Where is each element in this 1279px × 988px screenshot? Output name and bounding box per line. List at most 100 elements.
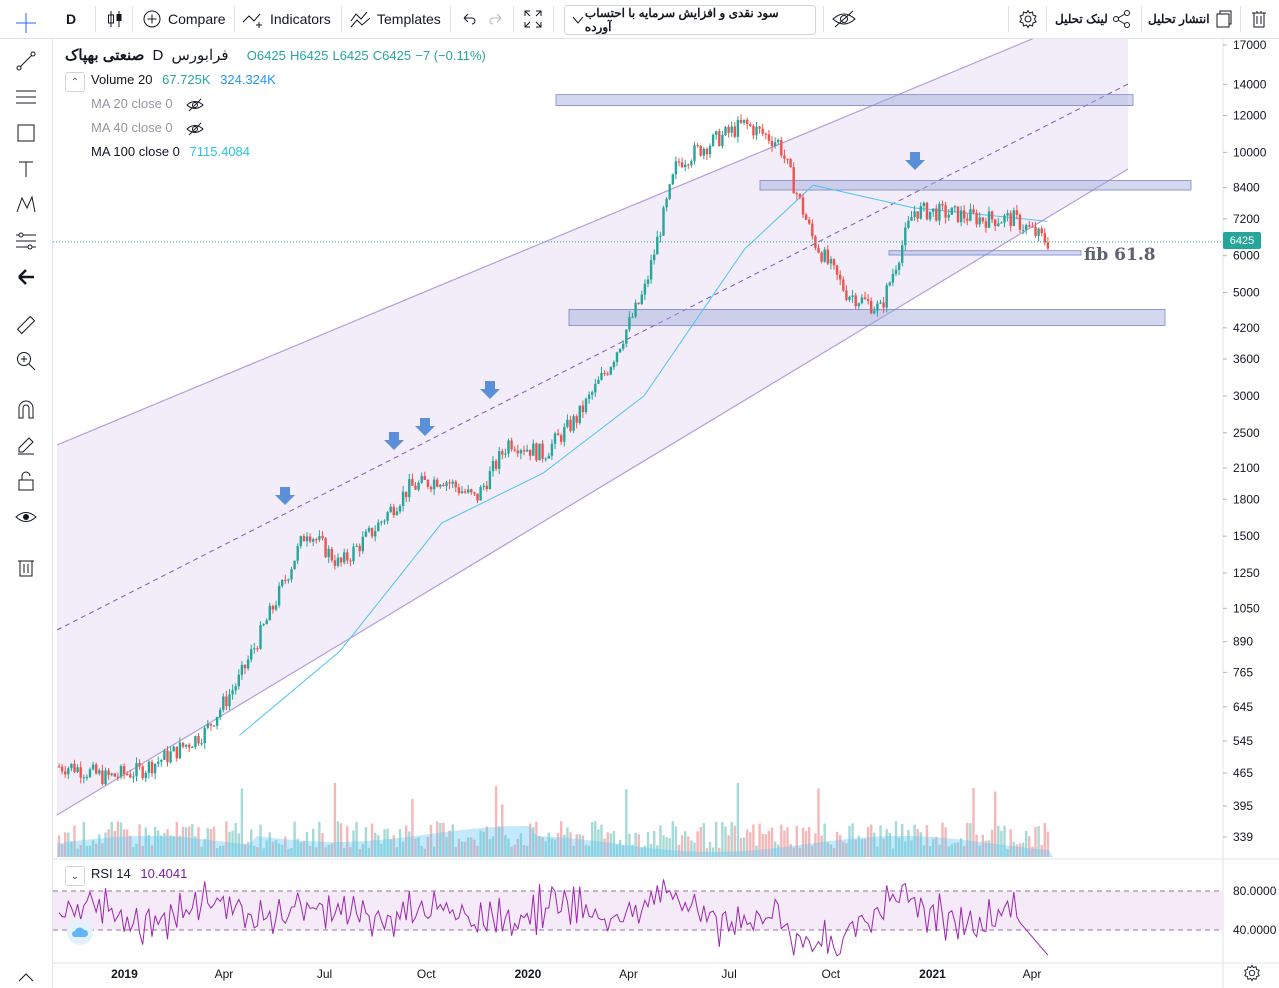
candle-body	[318, 535, 321, 540]
volume-bar	[330, 843, 333, 857]
volume-bar	[234, 823, 237, 857]
axis-settings-gear-icon[interactable]	[1243, 964, 1263, 984]
crosshair-icon[interactable]	[12, 9, 40, 37]
candle-body	[383, 520, 386, 522]
candle-body	[358, 545, 361, 552]
regression-channel[interactable]	[56, 39, 1129, 816]
support-resistance-zones[interactable]	[555, 94, 1192, 326]
candle-body	[308, 536, 312, 542]
volume-bar	[445, 837, 448, 857]
candle-body	[281, 580, 284, 586]
text-icon[interactable]	[12, 155, 40, 183]
trash-icon[interactable]	[12, 553, 40, 581]
eye-off-icon[interactable]	[831, 0, 857, 38]
collapse-rsi-button[interactable]: ⌄	[65, 866, 85, 886]
templates-button[interactable]: Templates	[350, 0, 441, 38]
candle-body	[98, 770, 101, 774]
candle-body	[798, 193, 802, 198]
unlock-icon[interactable]	[12, 467, 40, 495]
eye-off-icon[interactable]	[186, 98, 205, 112]
fullscreen-icon[interactable]	[523, 0, 543, 38]
volume-bar	[659, 825, 662, 857]
volume-bar	[541, 837, 544, 857]
settings-gear-icon[interactable]	[1018, 0, 1038, 38]
ma20-legend[interactable]: MA 20 close 0	[91, 96, 205, 112]
candle-body	[928, 211, 932, 220]
volume-bar	[739, 837, 743, 857]
undo-icon[interactable]	[460, 0, 478, 38]
eye-off-icon[interactable]	[186, 122, 205, 136]
candle-body	[845, 290, 848, 300]
volume-bar	[736, 782, 740, 857]
price-axis[interactable]: 17000 14000 12000 10000 8400 7200 6000 5000 4200…	[1223, 39, 1267, 844]
volume-bar	[950, 844, 953, 857]
candle-body	[786, 158, 789, 160]
ruler-icon[interactable]	[12, 311, 40, 339]
candle-body	[175, 746, 178, 759]
volume-bar	[110, 821, 113, 857]
divider	[1141, 6, 1142, 32]
volume-bar	[699, 826, 702, 857]
candle-body	[451, 481, 454, 484]
volume-bar	[501, 804, 504, 857]
arrow-markers[interactable]	[275, 152, 925, 505]
rectangle-icon[interactable]	[12, 119, 40, 147]
price-tick-label: 395	[1233, 799, 1253, 813]
pattern-icon[interactable]	[12, 191, 40, 219]
volume-bar	[733, 825, 736, 857]
candle-body	[591, 392, 594, 395]
compare-button[interactable]: Compare	[142, 0, 226, 38]
price-tick-label: 6000	[1233, 249, 1260, 263]
publish-analysis-button[interactable]: انتشار تحلیل	[1148, 0, 1233, 38]
chart-area[interactable]: 17000 14000 12000 10000 8400 7200 6000 5000 4200…	[53, 39, 1279, 988]
trend-line-icon[interactable]	[12, 47, 40, 75]
ma40-legend[interactable]: MA 40 close 0	[91, 120, 205, 136]
volume-legend[interactable]: Volume 20 67.725K 324.324K	[91, 72, 276, 87]
candle-body	[95, 764, 98, 774]
divider	[234, 6, 235, 32]
candle-body	[463, 491, 467, 493]
volume-bar	[894, 821, 898, 857]
collapse-legend-button[interactable]: ⌃	[65, 72, 85, 92]
eye-icon[interactable]	[12, 503, 40, 531]
candle-body	[553, 433, 557, 444]
rsi-legend[interactable]: RSI 14 10.4041	[91, 866, 187, 881]
candle-body	[141, 766, 144, 779]
horizontal-lines-icon[interactable]	[12, 83, 40, 111]
interval-button[interactable]: D	[66, 11, 77, 27]
redo-icon[interactable]	[487, 0, 505, 38]
plus-circle-icon	[143, 10, 161, 28]
analysis-title-dropdown[interactable]: سود نقدی و افزایش سرمایه با احتساب آورده	[564, 5, 816, 35]
cloud-logo-icon[interactable]	[67, 919, 93, 945]
candle-body	[532, 443, 535, 456]
candle-body	[560, 435, 563, 442]
link-analysis-button[interactable]: لینک تحلیل	[1055, 0, 1132, 38]
price-chart[interactable]: 17000 14000 12000 10000 8400 7200 6000 5000 4200…	[53, 39, 1279, 988]
volume-bar	[361, 843, 364, 857]
symbol-name[interactable]: صنعتی بهپاک	[65, 47, 145, 64]
volume-bar	[584, 844, 588, 857]
candle-body	[426, 479, 430, 487]
templates-icon	[350, 11, 371, 28]
trash-icon[interactable]	[1250, 0, 1268, 38]
volume-bar	[191, 824, 194, 857]
indicators-button[interactable]: Indicators	[242, 0, 331, 38]
candle-body	[104, 770, 107, 785]
collapse-icon[interactable]	[12, 967, 40, 987]
lock-pencil-icon[interactable]	[12, 431, 40, 459]
candle-body	[854, 295, 857, 307]
ma100-legend[interactable]: MA 100 close 0 7115.4084	[91, 144, 250, 159]
volume-bar	[653, 831, 656, 857]
time-axis[interactable]: 2019 Apr Jul Oct 2020 Apr Jul Oct 2021 Apr	[111, 967, 1041, 981]
arrow-left-icon[interactable]	[12, 263, 40, 291]
candle-body	[780, 139, 783, 156]
candle-body	[832, 259, 836, 266]
zoom-in-icon[interactable]	[12, 347, 40, 375]
volume-bar	[702, 823, 705, 857]
measure-fork-icon[interactable]	[12, 227, 40, 255]
candle-body	[987, 211, 991, 228]
fib-label[interactable]: fib 61.8	[1084, 245, 1156, 265]
magnet-icon[interactable]	[12, 395, 40, 423]
volume-bar	[175, 821, 178, 857]
candles-icon[interactable]	[105, 0, 125, 38]
